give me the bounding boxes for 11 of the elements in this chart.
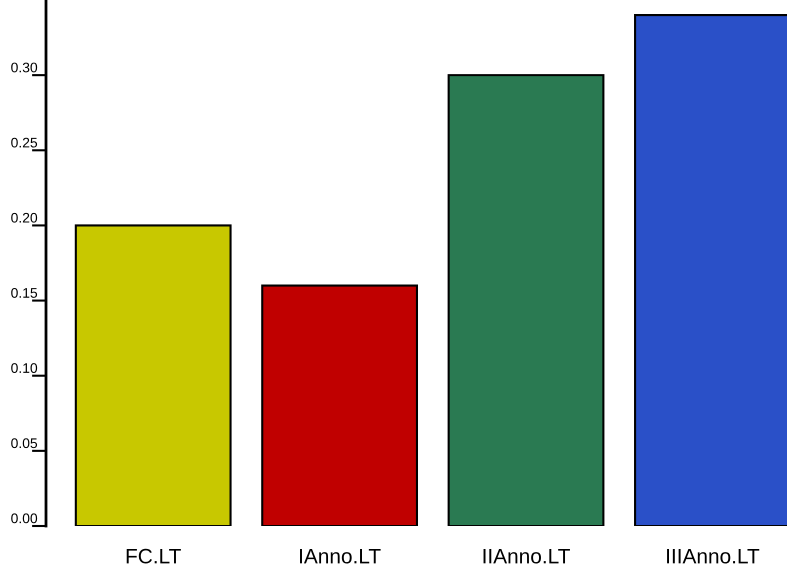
x-tick-label: FC.LT (126, 548, 181, 564)
y-tick-label: 0.20 (11, 212, 38, 223)
x-tick-label: IIAnno.LT (484, 548, 570, 564)
x-tick-label: IAnno.LT (300, 548, 381, 564)
y-tick-label: 0.15 (11, 288, 38, 298)
x-tick-label: IIIAnno.LT (667, 548, 760, 564)
y-tick-label: 0.05 (11, 438, 38, 448)
y-tick-label: 0.25 (11, 138, 38, 148)
y-tick-label: 0.00 (11, 513, 38, 524)
y-tick-label: 0.10 (11, 363, 38, 373)
y-tick-label: 0.30 (11, 62, 38, 72)
